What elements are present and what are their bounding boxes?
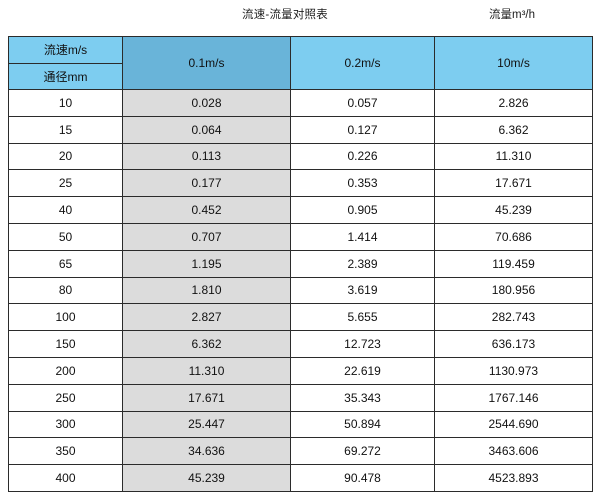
cell-flow-0.2: 50.894 bbox=[290, 410, 435, 439]
flow-unit-label: 流量m³/h bbox=[489, 9, 535, 21]
cell-diameter: 100 bbox=[8, 303, 123, 332]
cell-diameter: 200 bbox=[8, 356, 123, 385]
cell-flow-0.2: 0.127 bbox=[290, 115, 435, 144]
cell-flow-0.1: 0.177 bbox=[122, 169, 291, 198]
table-row: 300 25.447 50.894 2544.690 bbox=[8, 410, 593, 439]
cell-flow-10: 3463.606 bbox=[434, 437, 593, 466]
cell-diameter: 350 bbox=[8, 437, 123, 466]
cell-flow-10: 70.686 bbox=[434, 222, 593, 251]
cell-flow-10: 11.310 bbox=[434, 142, 593, 171]
table-row: 200 11.310 22.619 1130.973 bbox=[8, 356, 593, 385]
cell-flow-10: 45.239 bbox=[434, 196, 593, 224]
cell-diameter: 25 bbox=[8, 169, 123, 198]
table-body: 10 0.028 0.057 2.826 15 0.064 0.127 6.362 20 0.11… bbox=[8, 89, 593, 492]
cell-flow-0.1: 0.028 bbox=[122, 89, 291, 117]
cell-flow-0.2: 0.057 bbox=[290, 89, 435, 117]
cell-diameter: 20 bbox=[8, 142, 123, 171]
cell-diameter: 80 bbox=[8, 276, 123, 305]
cell-flow-10: 119.459 bbox=[434, 249, 593, 278]
table-row: 15 0.064 0.127 6.362 bbox=[8, 115, 593, 144]
cell-flow-0.1: 1.195 bbox=[122, 249, 291, 278]
cell-flow-0.2: 12.723 bbox=[290, 330, 435, 358]
cell-diameter: 10 bbox=[8, 89, 123, 117]
cell-flow-0.1: 45.239 bbox=[122, 464, 291, 492]
header-velocity-0.2: 0.2m/s bbox=[290, 36, 435, 90]
cell-flow-0.2: 22.619 bbox=[290, 356, 435, 385]
cell-diameter: 400 bbox=[8, 464, 123, 492]
table-row: 150 6.362 12.723 636.173 bbox=[8, 330, 593, 358]
cell-flow-0.2: 0.905 bbox=[290, 196, 435, 224]
table-row: 100 2.827 5.655 282.743 bbox=[8, 303, 593, 332]
table-row: 65 1.195 2.389 119.459 bbox=[8, 249, 593, 278]
cell-flow-0.2: 1.414 bbox=[290, 222, 435, 251]
cell-diameter: 250 bbox=[8, 383, 123, 412]
table-row: 400 45.239 90.478 4523.893 bbox=[8, 464, 593, 492]
cell-flow-0.1: 0.707 bbox=[122, 222, 291, 251]
table-row: 250 17.671 35.343 1767.146 bbox=[8, 383, 593, 412]
cell-flow-0.2: 3.619 bbox=[290, 276, 435, 305]
cell-flow-0.1: 6.362 bbox=[122, 330, 291, 358]
cell-flow-0.1: 0.452 bbox=[122, 196, 291, 224]
table-row: 350 34.636 69.272 3463.606 bbox=[8, 437, 593, 466]
cell-flow-0.2: 5.655 bbox=[290, 303, 435, 332]
cell-flow-0.1: 11.310 bbox=[122, 356, 291, 385]
table-header: 流速m/s 通径mm 0.1m/s 0.2m/s 10m/s bbox=[8, 36, 593, 90]
cell-diameter: 65 bbox=[8, 249, 123, 278]
cell-flow-0.2: 2.389 bbox=[290, 249, 435, 278]
cell-diameter: 150 bbox=[8, 330, 123, 358]
cell-flow-0.1: 0.113 bbox=[122, 142, 291, 171]
cell-flow-10: 636.173 bbox=[434, 330, 593, 358]
cell-flow-0.1: 1.810 bbox=[122, 276, 291, 305]
cell-flow-0.1: 34.636 bbox=[122, 437, 291, 466]
header-velocity-0.1: 0.1m/s bbox=[122, 36, 291, 90]
header-corner-cell: 流速m/s 通径mm bbox=[8, 36, 123, 90]
flow-velocity-table: 流速m/s 通径mm 0.1m/s 0.2m/s 10m/s 10 0.028 0.… bbox=[8, 36, 593, 492]
cell-flow-10: 17.671 bbox=[434, 169, 593, 198]
cell-flow-0.2: 0.226 bbox=[290, 142, 435, 171]
cell-flow-10: 1130.973 bbox=[434, 356, 593, 385]
header-velocity-10: 10m/s bbox=[434, 36, 593, 90]
cell-flow-0.2: 35.343 bbox=[290, 383, 435, 412]
cell-flow-10: 4523.893 bbox=[434, 464, 593, 492]
table-row: 50 0.707 1.414 70.686 bbox=[8, 222, 593, 251]
cell-flow-10: 6.362 bbox=[434, 115, 593, 144]
caption-strip: 流速-流量对照表 流量m³/h bbox=[0, 0, 600, 30]
page-title: 流速-流量对照表 bbox=[242, 9, 328, 21]
table-row: 80 1.810 3.619 180.956 bbox=[8, 276, 593, 305]
table-row: 40 0.452 0.905 45.239 bbox=[8, 196, 593, 224]
cell-flow-0.1: 25.447 bbox=[122, 410, 291, 439]
table-header-row: 流速m/s 通径mm 0.1m/s 0.2m/s 10m/s bbox=[8, 36, 593, 90]
header-corner-diameter-label: 通径mm bbox=[9, 63, 122, 89]
cell-flow-10: 180.956 bbox=[434, 276, 593, 305]
cell-diameter: 50 bbox=[8, 222, 123, 251]
cell-flow-10: 282.743 bbox=[434, 303, 593, 332]
cell-flow-0.2: 69.272 bbox=[290, 437, 435, 466]
cell-diameter: 300 bbox=[8, 410, 123, 439]
flow-velocity-table-wrap: 流速m/s 通径mm 0.1m/s 0.2m/s 10m/s 10 0.028 0.… bbox=[8, 36, 593, 492]
cell-flow-10: 2544.690 bbox=[434, 410, 593, 439]
cell-flow-0.2: 90.478 bbox=[290, 464, 435, 492]
table-row: 25 0.177 0.353 17.671 bbox=[8, 169, 593, 198]
cell-diameter: 40 bbox=[8, 196, 123, 224]
cell-flow-10: 1767.146 bbox=[434, 383, 593, 412]
table-row: 20 0.113 0.226 11.310 bbox=[8, 142, 593, 171]
cell-flow-0.2: 0.353 bbox=[290, 169, 435, 198]
cell-flow-0.1: 17.671 bbox=[122, 383, 291, 412]
cell-flow-0.1: 0.064 bbox=[122, 115, 291, 144]
cell-diameter: 15 bbox=[8, 115, 123, 144]
cell-flow-0.1: 2.827 bbox=[122, 303, 291, 332]
table-row: 10 0.028 0.057 2.826 bbox=[8, 89, 593, 117]
header-corner-velocity-label: 流速m/s bbox=[9, 37, 122, 64]
cell-flow-10: 2.826 bbox=[434, 89, 593, 117]
